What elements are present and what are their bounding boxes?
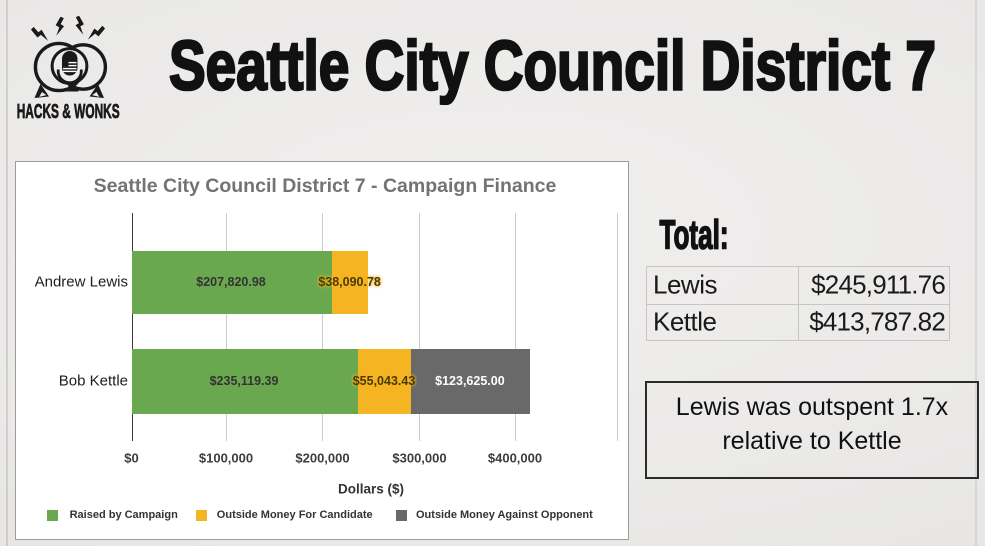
svg-text:Seattle City Council District: Seattle City Council District 7 bbox=[169, 27, 936, 105]
svg-text:Total:: Total: bbox=[660, 212, 729, 258]
svg-text:HACKS & WONKS: HACKS & WONKS bbox=[17, 101, 120, 123]
